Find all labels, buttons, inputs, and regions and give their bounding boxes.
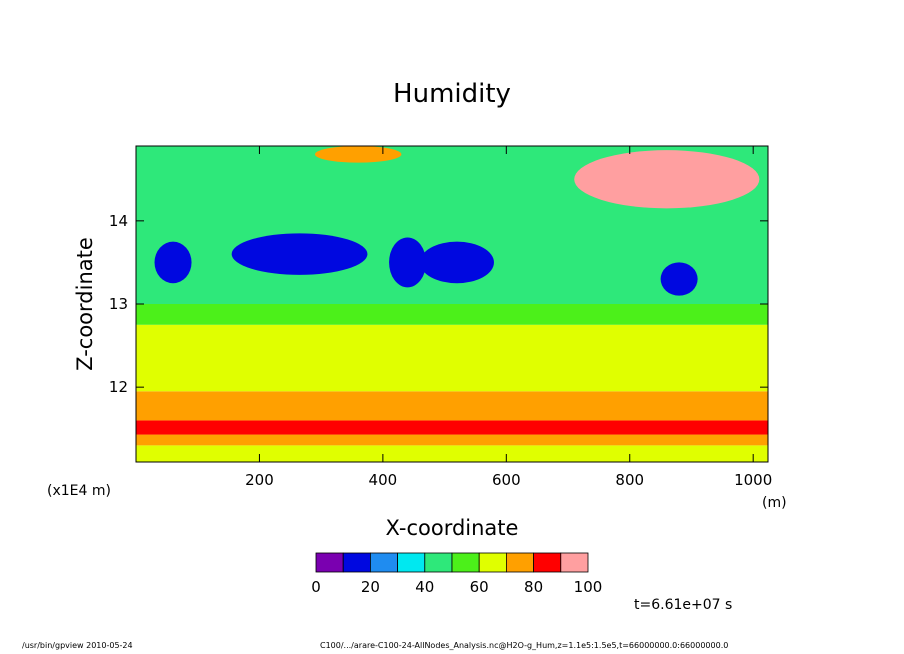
colorbar-tick-label: 80 <box>524 578 543 596</box>
colorbar-swatch <box>424 552 453 573</box>
colorbar-tick-label: 60 <box>470 578 489 596</box>
contour-band <box>136 445 768 462</box>
x-tick-label: 600 <box>492 471 521 489</box>
contour-band <box>136 324 768 392</box>
colorbar-tick-label: 20 <box>361 578 380 596</box>
time-annotation: t=6.61e+07 s <box>634 597 732 613</box>
contour-region <box>574 150 760 209</box>
x-unit-label: (m) <box>762 495 787 511</box>
contour-region <box>660 262 698 296</box>
x-tick-label: 200 <box>245 471 274 489</box>
colorbar-swatch <box>533 552 562 573</box>
x-tick-label: 800 <box>615 471 644 489</box>
footer-right: C100/.../arare-C100-24-AllNodes_Analysis… <box>320 641 729 650</box>
chart-title: Humidity <box>393 79 511 109</box>
colorbar-swatch <box>369 552 398 573</box>
contour-band <box>136 434 768 446</box>
y-axis-label: Z-coordinate <box>73 237 97 371</box>
contour-band <box>136 420 768 435</box>
y-tick-label: 13 <box>109 295 128 313</box>
footer-left: /usr/bin/gpview 2010-05-24 <box>22 641 133 650</box>
colorbar-swatch <box>342 552 371 573</box>
colorbar-swatch <box>397 552 426 573</box>
colorbar-tick-label: 40 <box>415 578 434 596</box>
contour-region <box>314 146 402 163</box>
colorbar-swatch <box>478 552 507 573</box>
contour-region <box>419 241 494 284</box>
colorbar-swatch <box>560 552 589 573</box>
contour-fill <box>136 146 768 462</box>
y-tick-label: 14 <box>109 212 128 230</box>
contour-band <box>136 391 768 421</box>
y-tick-label: 12 <box>109 378 128 396</box>
colorbar-swatch <box>451 552 480 573</box>
plot-area: 200 400 600 800 1000 12 13 14 <box>109 145 772 489</box>
contour-region <box>389 237 427 288</box>
colorbar: 0 20 40 60 80 100 <box>311 552 603 596</box>
contour-band <box>136 304 768 325</box>
y-multiplier-label: (x1E4 m) <box>47 483 111 499</box>
colorbar-tick-label: 100 <box>574 578 603 596</box>
x-tick-label: 400 <box>369 471 398 489</box>
colorbar-tick-label: 0 <box>311 578 321 596</box>
colorbar-swatch <box>505 552 534 573</box>
contour-region <box>154 241 192 284</box>
x-axis-label: X-coordinate <box>386 516 519 540</box>
contour-region <box>231 233 368 275</box>
colorbar-swatch <box>315 552 344 573</box>
x-tick-label: 1000 <box>734 471 772 489</box>
